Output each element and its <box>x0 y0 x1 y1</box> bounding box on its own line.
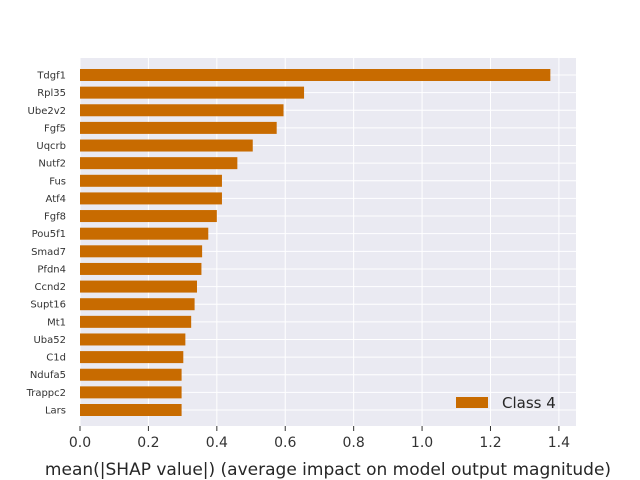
x-tick-label: 1.4 <box>548 435 570 451</box>
y-tick-label: Tdgf1 <box>36 71 66 82</box>
bar-supt16 <box>80 298 195 311</box>
y-tick-label: Supt16 <box>30 300 66 311</box>
x-axis-title: mean(|SHAP value|) (average impact on mo… <box>45 460 611 480</box>
plot-background <box>80 58 576 426</box>
x-tick-label: 0.2 <box>137 435 159 451</box>
x-tick-label: 0.6 <box>274 435 296 451</box>
y-tick-label: Ccnd2 <box>34 282 66 293</box>
bar-uqcrb <box>80 139 253 152</box>
bar-c1d <box>80 351 184 364</box>
x-tick-label: 0.0 <box>69 435 91 451</box>
x-tick-label: 0.4 <box>206 435 228 451</box>
bar-trappc2 <box>80 386 182 399</box>
bar-fgf8 <box>80 210 217 223</box>
bar-ccnd2 <box>80 280 197 293</box>
bars <box>80 69 551 416</box>
bar-pfdn4 <box>80 262 202 275</box>
y-tick-label: Rpl35 <box>37 88 66 99</box>
y-tick-label: Lars <box>45 406 66 417</box>
bar-ndufa5 <box>80 368 182 381</box>
x-tick-label: 1.0 <box>411 435 433 451</box>
y-tick-label: Uqcrb <box>36 141 66 152</box>
y-tick-label: Mt1 <box>47 317 66 328</box>
bar-atf4 <box>80 192 222 205</box>
bar-smad7 <box>80 245 203 258</box>
y-tick-label: Pfdn4 <box>37 264 66 275</box>
y-tick-label: Atf4 <box>46 194 66 205</box>
grid-lines <box>79 58 576 431</box>
x-tick-label: 0.8 <box>343 435 365 451</box>
y-tick-label: Fus <box>49 176 66 187</box>
y-tick-label: Ndufa5 <box>30 370 66 381</box>
legend-swatch <box>456 397 488 408</box>
bar-ube2v2 <box>80 104 284 117</box>
y-tick-label: Trappc2 <box>26 388 66 399</box>
x-tick-label: 1.2 <box>479 435 501 451</box>
y-tick-label: Fgf8 <box>44 212 66 223</box>
bar-fus <box>80 174 222 187</box>
y-tick-label: Ube2v2 <box>28 106 66 117</box>
y-tick-label: Fgf5 <box>44 123 66 134</box>
bar-fgf5 <box>80 121 277 134</box>
y-tick-label: Smad7 <box>31 247 66 258</box>
y-tick-label: Nutf2 <box>38 159 66 170</box>
bar-rpl35 <box>80 86 305 99</box>
legend: Class 4 <box>456 394 556 412</box>
bar-lars <box>80 404 182 416</box>
y-tick-label: Pou5f1 <box>32 229 66 240</box>
bar-pou5f1 <box>80 227 209 240</box>
y-tick-label: C1d <box>46 353 66 364</box>
bar-tdgf1 <box>80 69 551 81</box>
y-tick-labels: Tdgf1 Rpl35 Ube2v2 Fgf5 Uqcrb Nutf2 Fus Atf4 Fgf… <box>26 71 66 417</box>
x-tick-labels: 0.0 0.2 0.4 0.6 0.8 1.0 1.2 1.4 <box>69 435 570 451</box>
bar-nutf2 <box>80 157 238 170</box>
legend-label: Class 4 <box>502 394 556 412</box>
bar-uba52 <box>80 333 186 346</box>
y-tick-label: Uba52 <box>33 335 66 346</box>
bar-mt1 <box>80 315 192 328</box>
